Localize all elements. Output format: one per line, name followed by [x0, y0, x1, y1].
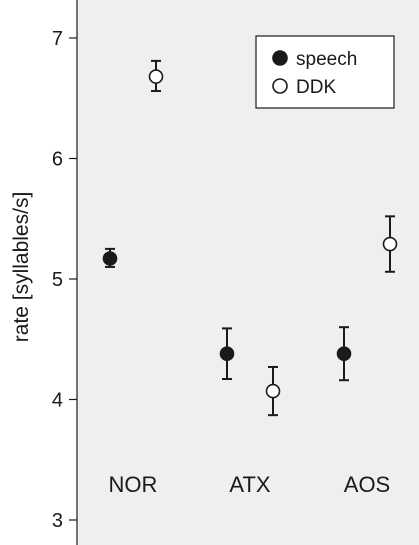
data-point-ddk	[265, 383, 281, 399]
legend-label: speech	[296, 49, 357, 70]
category-label: ATX	[229, 472, 270, 497]
y-tick-label: 3	[52, 510, 63, 532]
y-tick-label: 4	[52, 390, 63, 412]
legend-box	[255, 35, 395, 109]
legend-marker	[272, 50, 288, 66]
legend: speech DDK	[255, 35, 395, 109]
legend-label: DDK	[296, 77, 336, 98]
y-axis: 3 4 5 6 7	[52, 0, 78, 545]
category-labels: NOR ATX AOS	[109, 472, 391, 497]
y-tick-label: 5	[52, 269, 63, 291]
data-point-speech	[102, 251, 118, 266]
category-label: AOS	[344, 472, 390, 497]
y-tick-label: 7	[52, 28, 63, 50]
category-label: NOR	[109, 472, 158, 497]
y-axis-label: rate [syllables/s]	[10, 192, 33, 343]
y-tick-label: 6	[52, 149, 63, 171]
data-point-ddk	[382, 236, 398, 252]
legend-marker	[272, 78, 288, 94]
data-marks	[102, 59, 398, 417]
data-point-ddk	[148, 69, 164, 84]
data-point-speech	[336, 346, 352, 362]
data-point-speech	[219, 346, 235, 362]
